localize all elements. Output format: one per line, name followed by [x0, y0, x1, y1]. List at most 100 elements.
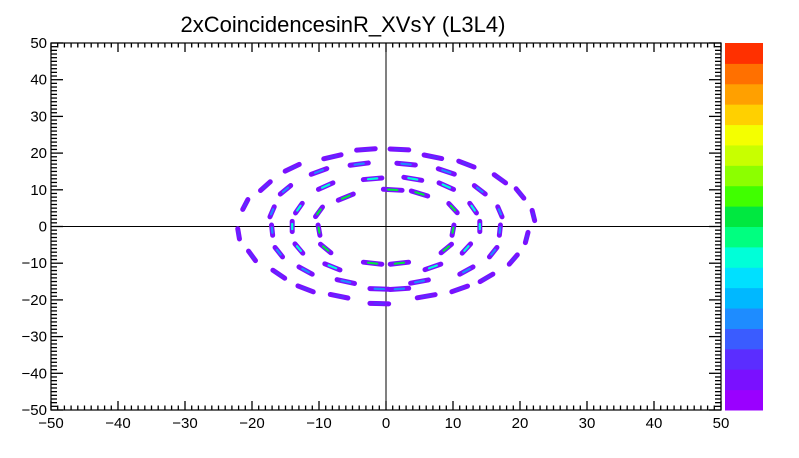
data-point-core: [321, 245, 330, 252]
data-point: [486, 244, 500, 260]
data-point: [477, 271, 496, 285]
data-point: [522, 229, 531, 246]
data-point-core: [442, 245, 451, 252]
data-point-core: [313, 168, 325, 174]
data-point-core: [269, 208, 275, 216]
data-point: [513, 186, 527, 201]
data-point-core: [281, 186, 290, 194]
data-point-core: [407, 176, 419, 181]
data-point: [367, 286, 392, 292]
data-point-core: [296, 204, 302, 212]
data-point-core: [287, 164, 297, 171]
data-point-core: [413, 279, 426, 284]
chart-title: 2xCoincidencesinR_XVsY (L3L4): [181, 12, 506, 37]
data-point: [360, 175, 385, 183]
palette-swatch: [725, 246, 763, 268]
data-point-core: [531, 211, 536, 220]
y-tick-label: −20: [22, 292, 47, 309]
data-point: [308, 166, 330, 177]
data-point-core: [449, 204, 457, 212]
data-point-core: [301, 267, 311, 274]
data-point: [293, 200, 305, 216]
data-point-core: [242, 200, 248, 209]
data-point: [292, 241, 306, 256]
data-point: [435, 166, 457, 177]
data-point-core: [317, 226, 321, 234]
y-tick-label: −10: [22, 255, 47, 272]
data-point-core: [441, 183, 452, 189]
data-point-core: [270, 226, 274, 234]
data-point: [267, 204, 277, 220]
data-point-core: [420, 294, 432, 299]
data-point-core: [498, 226, 502, 234]
data-point-core: [475, 186, 484, 193]
y-tick-label: 50: [30, 35, 47, 52]
data-point-core: [516, 190, 524, 197]
data-point: [334, 277, 358, 286]
data-point: [436, 180, 457, 192]
data-point: [446, 201, 460, 216]
data-point-core: [316, 208, 322, 216]
x-tick-label: −30: [172, 415, 197, 432]
data-point-core: [393, 261, 406, 265]
data-point: [387, 285, 412, 292]
data-point-core: [461, 267, 471, 274]
x-tick-label: 0: [382, 415, 390, 432]
data-point: [315, 222, 323, 238]
x-tick-label: −10: [306, 415, 331, 432]
x-tick-label: 50: [713, 415, 730, 432]
data-point-core: [360, 147, 372, 151]
x-tick-label: 20: [512, 415, 529, 432]
palette-swatch: [725, 348, 763, 370]
palette-swatch: [725, 63, 763, 85]
palette-swatch: [725, 369, 763, 391]
data-point: [235, 226, 242, 242]
data-point: [246, 248, 258, 264]
data-point-core: [497, 208, 503, 216]
data-point-core: [495, 175, 504, 182]
data-point: [387, 146, 412, 153]
data-point: [422, 261, 444, 273]
data-point-core: [454, 286, 465, 292]
data-point: [313, 204, 325, 220]
data-point-core: [427, 154, 439, 159]
data-point: [360, 259, 385, 267]
data-point: [408, 277, 431, 286]
data-point-core: [261, 182, 269, 190]
palette-swatch: [725, 43, 763, 64]
palette-swatch: [725, 206, 763, 227]
data-point-core: [427, 264, 438, 270]
data-point: [449, 222, 457, 238]
data-point-core: [461, 161, 472, 167]
y-tick-label: −40: [22, 365, 47, 382]
data-point-core: [274, 271, 283, 278]
y-tick-label: 0: [39, 219, 47, 236]
data-point: [529, 207, 538, 224]
data-point-core: [386, 188, 399, 192]
data-point-core: [340, 194, 351, 200]
data-point-core: [482, 274, 491, 281]
data-point: [269, 222, 276, 238]
y-tick-label: 10: [30, 182, 47, 199]
data-point: [317, 241, 334, 256]
data-point: [506, 252, 520, 267]
data-point-core: [327, 264, 338, 270]
data-point-core: [393, 287, 406, 291]
data-point-core: [295, 245, 302, 252]
palette-swatch: [725, 83, 763, 105]
data-point: [282, 161, 302, 174]
palette-swatch: [725, 124, 763, 146]
palette-swatch: [725, 104, 763, 126]
data-point: [277, 183, 294, 197]
y-tick-label: 30: [30, 108, 47, 125]
data-point: [321, 152, 344, 162]
data-point: [408, 188, 431, 199]
data-point-core: [275, 248, 282, 256]
data-point: [240, 197, 251, 212]
data-point: [496, 222, 503, 238]
data-point-core: [524, 233, 529, 242]
data-point: [456, 158, 477, 170]
data-point-core: [326, 154, 338, 159]
data-point: [401, 174, 425, 183]
